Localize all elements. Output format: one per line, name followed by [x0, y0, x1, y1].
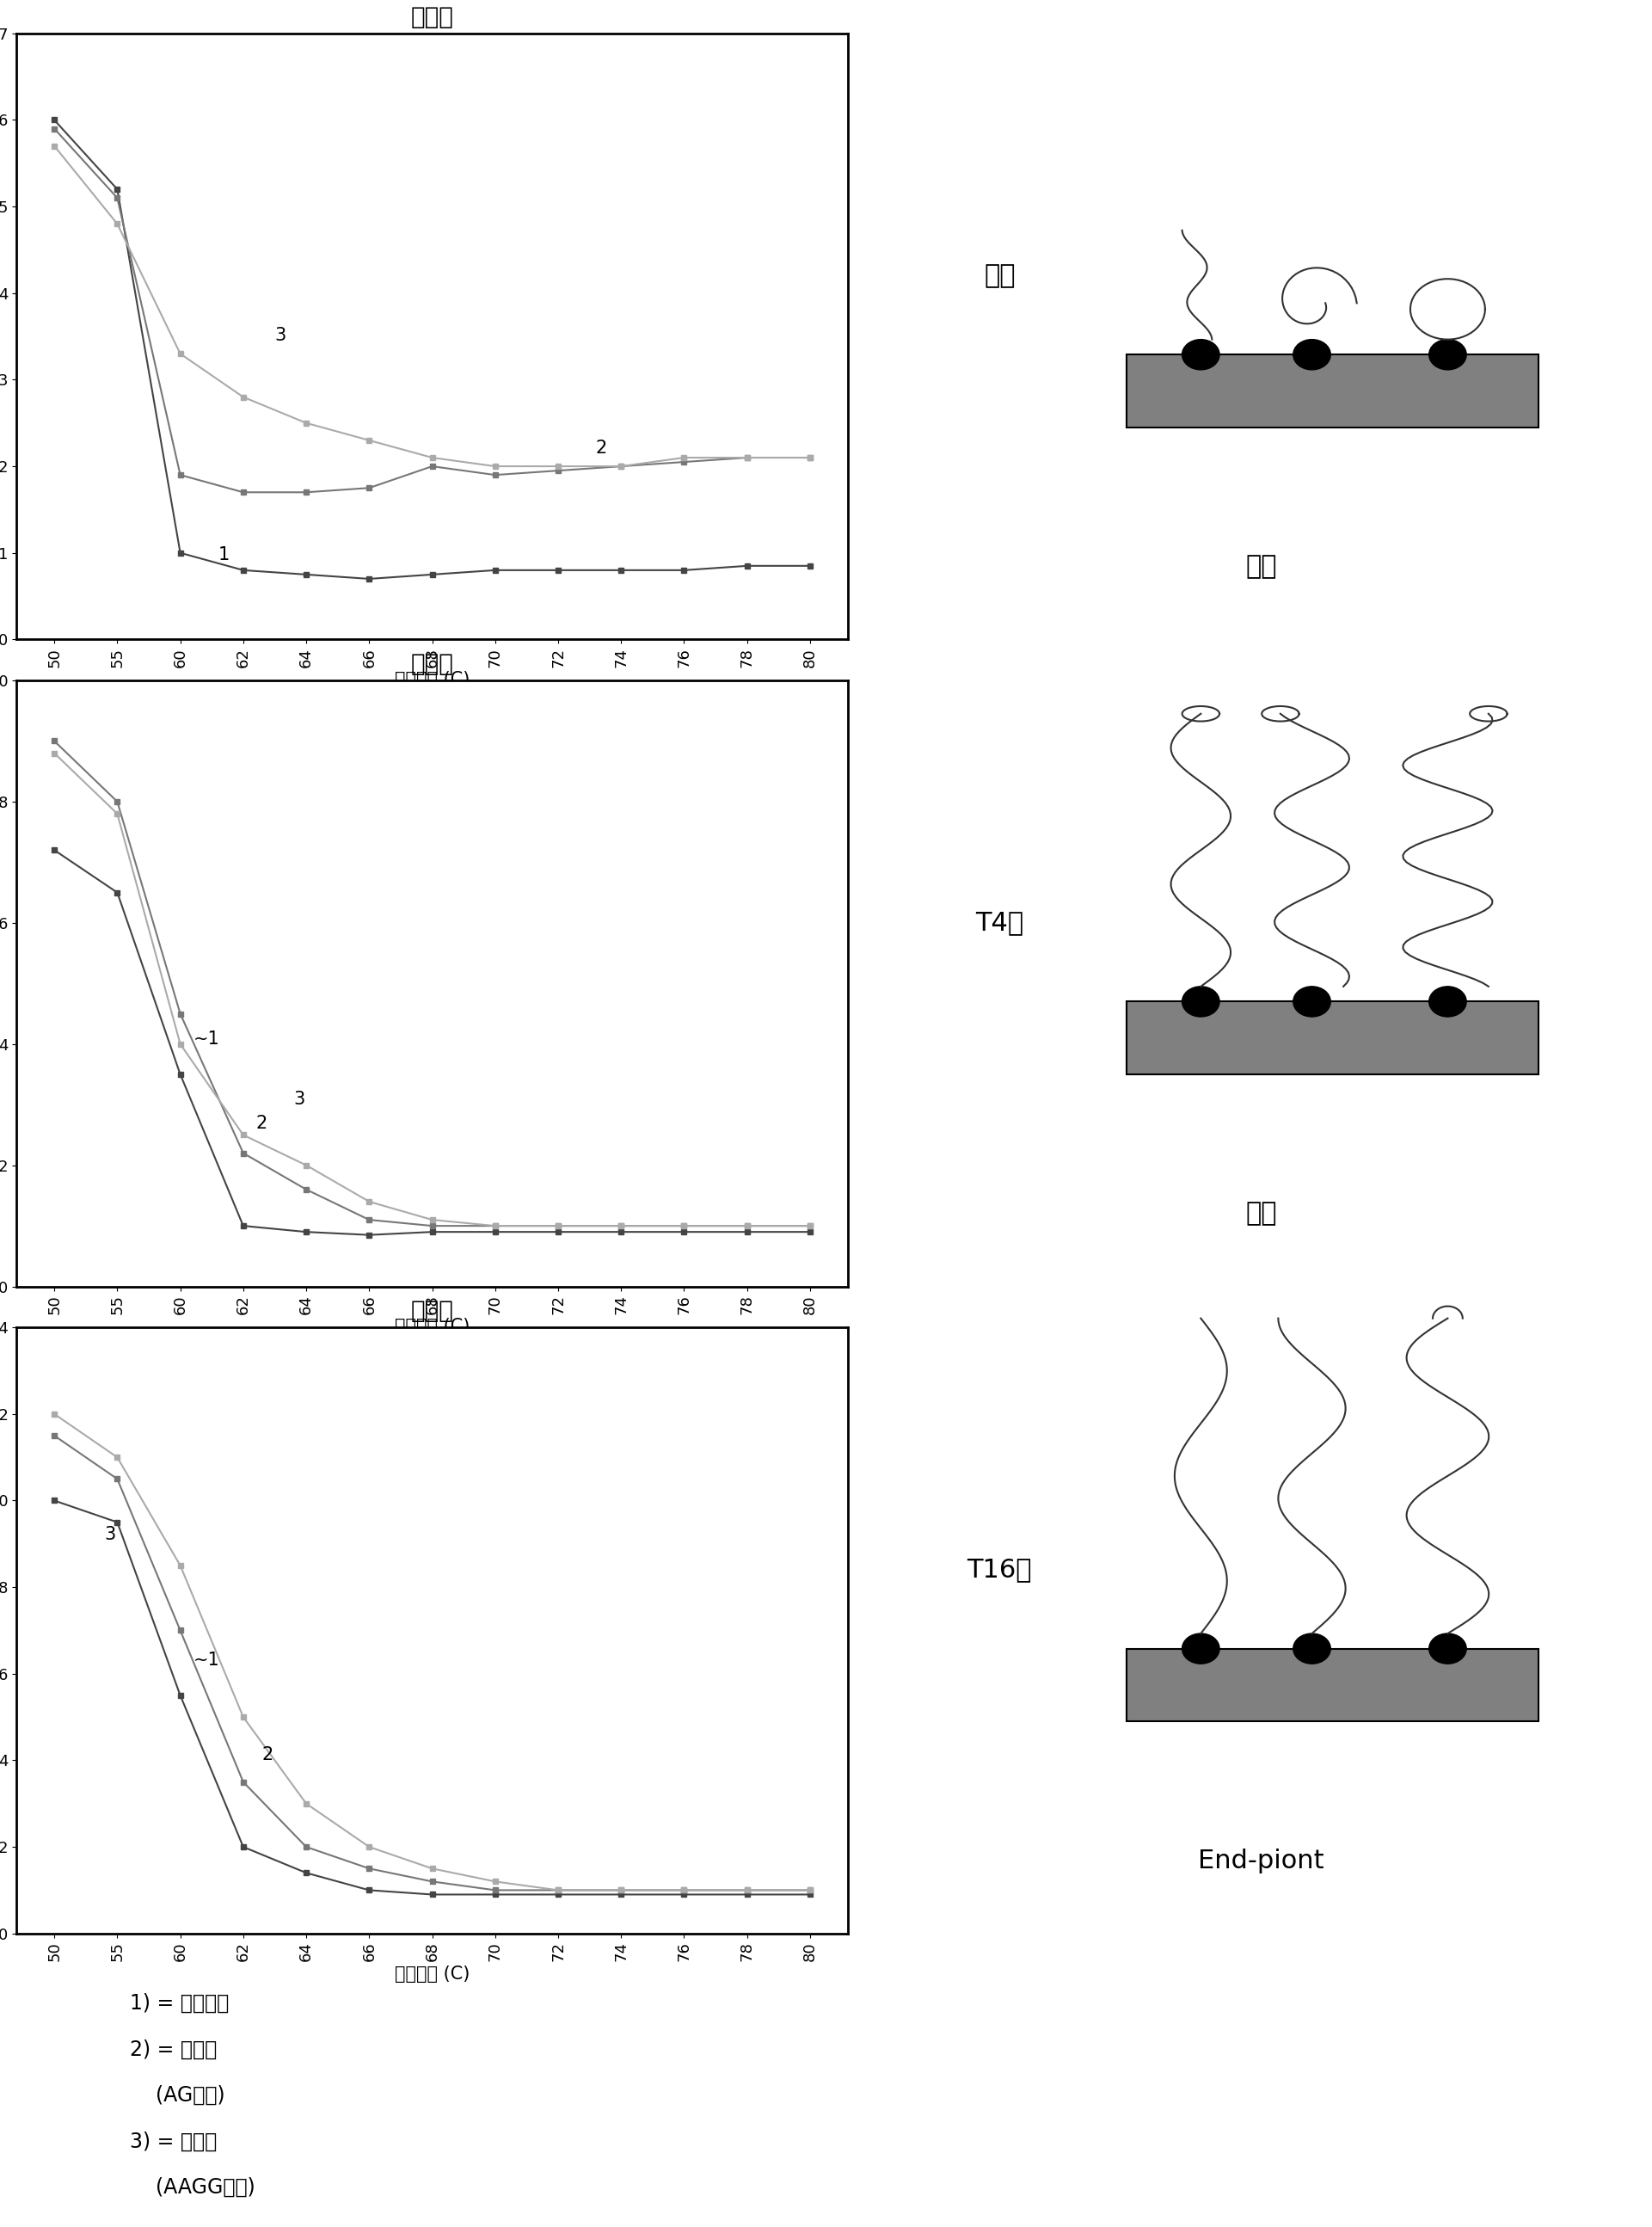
Circle shape — [1294, 1632, 1330, 1664]
Bar — [1127, 1002, 1538, 1073]
Circle shape — [1294, 339, 1330, 370]
X-axis label: 洗涤温度 (C): 洗涤温度 (C) — [395, 1318, 469, 1336]
Text: 无尾: 无尾 — [985, 263, 1016, 287]
Text: 混合: 混合 — [1246, 1200, 1277, 1227]
Circle shape — [1183, 987, 1219, 1018]
Text: ~1: ~1 — [193, 1650, 220, 1668]
Text: 2: 2 — [596, 439, 608, 457]
Title: 去结合: 去结合 — [411, 4, 454, 29]
Text: 3: 3 — [274, 327, 286, 345]
Text: 2: 2 — [263, 1746, 274, 1764]
Bar — [1127, 1648, 1538, 1721]
Text: End-piont: End-piont — [1198, 1848, 1325, 1873]
Circle shape — [1183, 339, 1219, 370]
Circle shape — [1429, 339, 1467, 370]
X-axis label: 洗涤温度 (C): 洗涤温度 (C) — [395, 1964, 469, 1982]
Text: T4尾: T4尾 — [975, 911, 1024, 935]
Text: (AAGG突变): (AAGG突变) — [131, 2178, 254, 2198]
Text: 2) = 单错配: 2) = 单错配 — [131, 2040, 216, 2060]
Text: 2: 2 — [256, 1116, 268, 1131]
Text: T16尾: T16尾 — [966, 1557, 1032, 1583]
Text: 随机: 随机 — [1246, 555, 1277, 579]
Circle shape — [1294, 987, 1330, 1018]
Title: 去结合: 去结合 — [411, 653, 454, 677]
Circle shape — [1429, 1632, 1467, 1664]
X-axis label: 洗涤温度 (C): 洗涤温度 (C) — [395, 670, 469, 688]
Title: 去结合: 去结合 — [411, 1298, 454, 1323]
Text: 1) = 完全匹配: 1) = 完全匹配 — [131, 1993, 230, 2013]
Text: 1: 1 — [218, 546, 230, 563]
Text: 3: 3 — [294, 1091, 306, 1109]
Text: 3: 3 — [104, 1525, 116, 1543]
Circle shape — [1429, 987, 1467, 1018]
Bar — [1127, 354, 1538, 428]
Text: ~1: ~1 — [193, 1031, 220, 1047]
Circle shape — [1183, 1632, 1219, 1664]
Text: (AG突变): (AG突变) — [131, 2084, 225, 2105]
Text: 3) = 双错配: 3) = 双错配 — [131, 2131, 216, 2151]
